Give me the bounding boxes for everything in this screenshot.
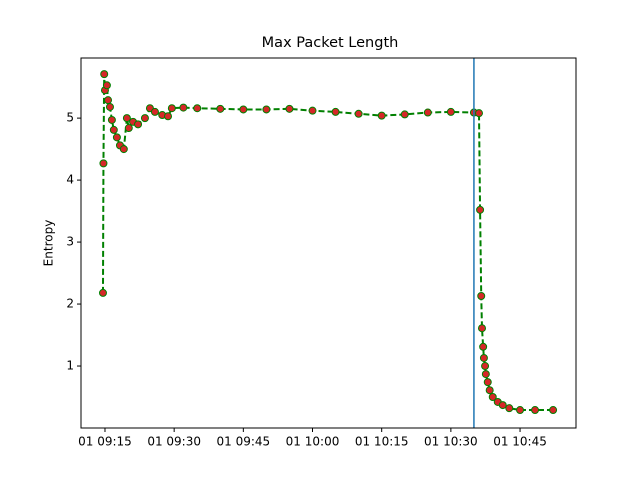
data-point: [331, 107, 340, 116]
x-tick-label: 01 10:15: [355, 435, 409, 449]
y-tick-label: 5: [66, 111, 74, 125]
data-point: [98, 288, 107, 297]
data-point: [122, 114, 131, 123]
y-axis-label: Entropy: [42, 220, 56, 267]
data-point: [516, 406, 525, 415]
y-tick-label: 2: [66, 297, 74, 311]
data-point: [498, 401, 507, 410]
y-tick-label: 4: [66, 173, 74, 187]
data-point: [134, 120, 143, 129]
data-point: [446, 107, 455, 116]
data-point: [99, 159, 108, 168]
data-point: [476, 205, 485, 214]
x-tick-label: 01 10:00: [286, 435, 340, 449]
data-point: [423, 108, 432, 117]
data-point: [531, 406, 540, 415]
data-point: [119, 145, 128, 154]
y-tick-label: 1: [66, 359, 74, 373]
data-point: [285, 104, 294, 113]
data-point: [107, 115, 116, 124]
data-point: [140, 114, 149, 123]
data-point: [477, 324, 486, 333]
x-tick-label: 01 10:30: [424, 435, 478, 449]
data-point: [112, 133, 121, 142]
y-tick-label: 3: [66, 235, 74, 249]
data-point: [308, 106, 317, 115]
data-point: [483, 378, 492, 387]
data-point: [102, 81, 111, 90]
data-point: [481, 370, 490, 379]
data-point: [216, 104, 225, 113]
data-point: [100, 70, 109, 79]
data-point: [400, 110, 409, 119]
data-point: [354, 109, 363, 118]
x-tick-label: 01 10:45: [493, 435, 547, 449]
data-point: [479, 342, 488, 351]
data-point: [104, 96, 113, 105]
chart-title: Max Packet Length: [262, 35, 399, 51]
data-point: [377, 111, 386, 120]
data-point: [167, 104, 176, 113]
data-point: [109, 125, 118, 134]
data-point: [479, 353, 488, 362]
data-point: [505, 404, 514, 413]
plot-frame: [80, 57, 577, 429]
x-tick-label: 01 09:45: [216, 435, 270, 449]
data-point: [488, 393, 497, 402]
data-point: [239, 105, 248, 114]
data-point: [164, 112, 173, 121]
data-point: [549, 406, 558, 415]
data-point: [193, 104, 202, 113]
data-point: [124, 124, 133, 133]
data-point: [474, 109, 483, 118]
data-point: [477, 291, 486, 300]
x-tick-label: 01 09:30: [147, 435, 201, 449]
data-point: [179, 103, 188, 112]
data-point: [105, 102, 114, 111]
data-point: [485, 386, 494, 395]
data-point: [481, 362, 490, 371]
data-point: [150, 107, 159, 116]
data-point: [262, 105, 271, 114]
x-tick-label: 01 09:15: [78, 435, 132, 449]
